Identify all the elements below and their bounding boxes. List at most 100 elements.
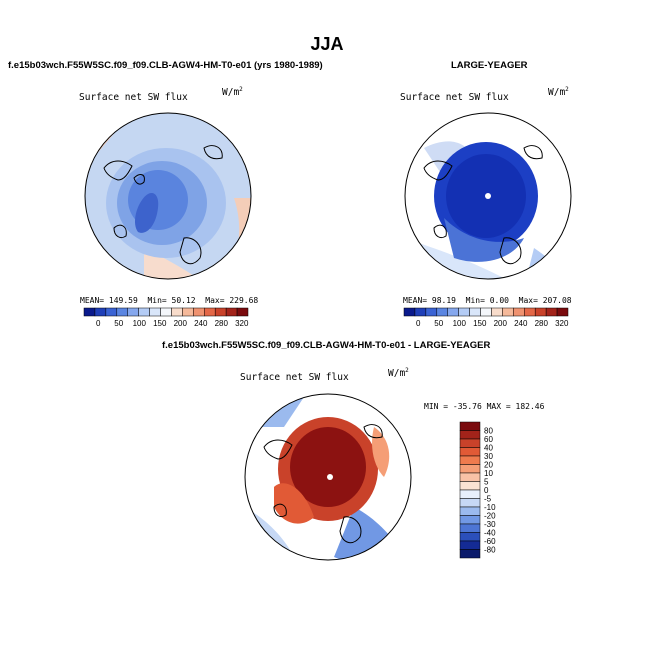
colorbar1-swatch [214, 307, 227, 317]
map3-pole-marker [327, 474, 333, 480]
colorbar1-swatch [182, 307, 194, 317]
colorbar2-swatch [491, 307, 503, 317]
colorbar3-swatch [459, 421, 481, 431]
panel3-min-max: MIN = -35.76 MAX = 182.46 [424, 402, 545, 411]
colorbar1-tick-label: 320 [235, 319, 249, 328]
colorbar3-swatch [459, 515, 481, 525]
colorbar1-tick-label: 200 [174, 319, 188, 328]
colorbar1-swatch [171, 307, 183, 317]
colorbar1-swatch [94, 307, 107, 317]
colorbar1-swatch [204, 307, 216, 317]
colorbar1-swatch [83, 307, 96, 317]
map3-coastlines [263, 424, 383, 544]
map3-region [290, 427, 366, 507]
colorbar2-swatch [436, 307, 448, 317]
colorbar1-swatch [193, 307, 205, 317]
colorbar2-swatch [556, 307, 569, 317]
colorbar2-swatch [502, 307, 514, 317]
colorbar2-tick-label: 0 [416, 319, 421, 328]
colorbar3-swatch [459, 532, 481, 542]
colorbar3-tick-label: -80 [484, 546, 496, 555]
colorbar2-tick-label: 150 [473, 319, 487, 328]
colorbar2-tick-label: 320 [555, 319, 569, 328]
colorbar2-swatch [534, 307, 547, 317]
colorbar3-tick-label: -20 [484, 512, 496, 521]
colorbar3-swatch [459, 549, 481, 559]
colorbar2-swatch [414, 307, 427, 317]
colorbar3-tick-label: -60 [484, 537, 496, 546]
colorbar3-tick-label: 5 [484, 478, 489, 487]
colorbar3-swatch [459, 523, 481, 533]
colorbar1-swatch [225, 307, 238, 317]
colorbar2-tick-label: 280 [535, 319, 549, 328]
panel2-variable-label: Surface net SW flux [400, 92, 509, 103]
map3-region [372, 427, 390, 477]
colorbar2-swatch [425, 307, 438, 317]
colorbar3-tick-label: 10 [484, 469, 493, 478]
colorbar3-swatch [459, 430, 481, 440]
colorbar3-swatch [459, 447, 481, 457]
figure-title: JJA [310, 34, 344, 54]
colorbar3-swatch [459, 506, 481, 516]
colorbar2-swatch [447, 307, 459, 317]
panel1-unit-label: W/m2 [222, 86, 243, 99]
map1-coastlines [103, 145, 223, 265]
colorbar1-tick-label: 280 [215, 319, 229, 328]
map2-coastlines [423, 145, 543, 265]
colorbar1-swatch [105, 307, 118, 317]
colorbar2-tick-label: 240 [514, 319, 528, 328]
panel2-polar-map [404, 112, 572, 280]
panel1-case-title: f.e15b03wch.F55W5SC.f09_f09.CLB-AGW4-HM-… [8, 60, 323, 71]
colorbar1-swatch [138, 307, 150, 317]
colorbar3-tick-label: -5 [484, 495, 492, 504]
panel1-colorbar: 0 50 100 150 200 240 280 320 [83, 307, 249, 328]
map3-boundary [244, 393, 412, 561]
colorbar1-swatch [149, 307, 161, 317]
colorbar3-tick-label: -10 [484, 503, 496, 512]
colorbar3-swatch [459, 540, 481, 550]
map1-region [135, 193, 159, 233]
colorbar1-swatch [116, 307, 128, 317]
panel1-variable-label: Surface net SW flux [79, 92, 188, 103]
colorbar1-tick-label: 100 [133, 319, 147, 328]
colorbar3-swatch [459, 464, 481, 474]
colorbar2-tick-label: 100 [453, 319, 467, 328]
colorbar3-swatch [459, 489, 481, 499]
colorbar3-tick-label: 20 [484, 461, 493, 470]
colorbar2-swatch [458, 307, 470, 317]
panel2-unit-label: W/m2 [548, 86, 569, 99]
colorbar1-tick-label: 150 [153, 319, 167, 328]
colorbar3-tick-label: 80 [484, 427, 493, 436]
colorbar2-swatch [403, 307, 416, 317]
colorbar1-swatch [160, 307, 172, 317]
map2-region [444, 218, 524, 262]
map3-region [274, 483, 314, 524]
colorbar3-swatch [459, 472, 481, 482]
colorbar2-swatch [524, 307, 536, 317]
colorbar2-swatch [545, 307, 558, 317]
colorbar3-tick-label: 60 [484, 435, 493, 444]
panel3-variable-label: Surface net SW flux [240, 372, 349, 383]
colorbar3-swatch [459, 481, 481, 491]
colorbar2-swatch [513, 307, 525, 317]
colorbar1-tick-label: 0 [96, 319, 101, 328]
colorbar2-tick-label: 200 [494, 319, 508, 328]
colorbar3-tick-label: 40 [484, 444, 493, 453]
colorbar2-swatch [469, 307, 481, 317]
map1-boundary [84, 112, 252, 280]
colorbar3-swatch [459, 438, 481, 448]
colorbar2-tick-label: 50 [434, 319, 443, 328]
colorbar3-swatch [459, 455, 481, 465]
colorbar3-tick-label: -30 [484, 520, 496, 529]
colorbar3-tick-label: 0 [484, 486, 489, 495]
panel1-stats: MEAN= 149.59 Min= 50.12 Max= 229.68 [80, 296, 259, 305]
colorbar1-swatch [127, 307, 139, 317]
panel2-stats: MEAN= 98.19 Min= 0.00 Max= 207.08 [403, 296, 572, 305]
map2-boundary [404, 112, 572, 280]
panel2-case-title: LARGE-YEAGER [451, 60, 528, 71]
panel3-unit-label: W/m2 [388, 367, 409, 380]
colorbar3-tick-label: -40 [484, 529, 496, 538]
panel1-polar-map [84, 112, 252, 280]
panel2-colorbar: 0 50 100 150 200 240 280 320 [403, 307, 569, 328]
